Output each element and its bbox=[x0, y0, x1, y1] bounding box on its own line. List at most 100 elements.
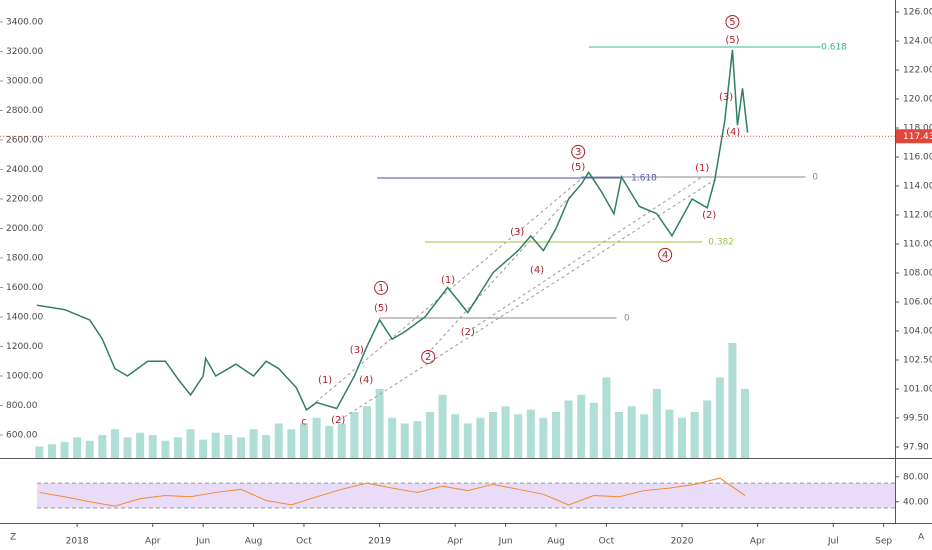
y-tick-label: 600.00 bbox=[6, 430, 38, 440]
x-tick-label: Jul bbox=[827, 537, 839, 547]
y2-tick-label: 116.00 bbox=[903, 153, 932, 163]
y-tick-label: 2000.00 bbox=[6, 224, 43, 234]
wave-circle bbox=[374, 280, 389, 295]
volume-bar bbox=[98, 435, 107, 458]
volume-bar bbox=[476, 417, 485, 458]
x-tick-label: Apr bbox=[145, 537, 161, 547]
volume-bar bbox=[589, 402, 598, 458]
volume-bar bbox=[325, 425, 334, 458]
y2-tick-label: 122.00 bbox=[903, 66, 932, 76]
volume-bar bbox=[602, 377, 611, 458]
wave-label: (2) bbox=[702, 210, 716, 221]
y2-tick-label: 101.00 bbox=[903, 385, 932, 395]
y2-tick-label: 110.00 bbox=[903, 240, 932, 250]
volume-bar bbox=[287, 429, 296, 458]
channel-line bbox=[467, 176, 703, 333]
wave-circle bbox=[725, 14, 740, 29]
y-tick-label: 3000.00 bbox=[6, 76, 43, 86]
volume-bar bbox=[577, 394, 586, 458]
y-tick-label: 1000.00 bbox=[6, 371, 43, 381]
volume-bar bbox=[362, 406, 371, 458]
y-tick-label: 800.00 bbox=[6, 401, 38, 411]
volume-bar bbox=[186, 429, 195, 458]
fib-label: 0 bbox=[624, 314, 630, 324]
x-tick-label: 2018 bbox=[66, 537, 89, 547]
volume-bar bbox=[199, 439, 208, 458]
y2-tick-label: 126.00 bbox=[903, 8, 932, 18]
volume-bar bbox=[47, 444, 56, 458]
volume-bar bbox=[413, 421, 422, 458]
volume-bar bbox=[337, 423, 346, 458]
volume-bar bbox=[148, 435, 157, 458]
channel-line bbox=[338, 179, 716, 421]
y-tick-label: 2200.00 bbox=[6, 194, 43, 204]
wave-label: (1) bbox=[441, 275, 455, 286]
fib-label: 0 bbox=[812, 173, 818, 183]
fib-label: 0.382 bbox=[708, 238, 734, 248]
volume-bar bbox=[350, 412, 359, 458]
wave-label: (4) bbox=[359, 375, 373, 386]
channel-line bbox=[427, 183, 582, 355]
volume-bar bbox=[262, 435, 271, 458]
volume-bar bbox=[463, 423, 472, 458]
y-tick-label: 3200.00 bbox=[6, 47, 43, 57]
y2-tick-label: 112.00 bbox=[903, 211, 932, 221]
volume-bar bbox=[451, 414, 460, 458]
volume-bar bbox=[60, 441, 69, 458]
wave-label: (5) bbox=[725, 35, 739, 46]
wave-label: 1 bbox=[378, 283, 384, 294]
wave-label: (5) bbox=[571, 162, 585, 173]
x-tick-label: 2020 bbox=[671, 537, 694, 547]
x-tick-label: Aug bbox=[547, 537, 565, 547]
volume-bar bbox=[678, 417, 687, 458]
last-price-box bbox=[896, 129, 932, 144]
wave-label: (2) bbox=[461, 327, 475, 338]
rsi-line bbox=[39, 477, 746, 507]
volume-bar bbox=[35, 446, 44, 458]
volume-bar bbox=[425, 412, 434, 458]
rsi-band bbox=[37, 483, 895, 509]
volume-bar bbox=[173, 437, 182, 458]
volume-bar bbox=[110, 429, 119, 458]
wave-label: 5 bbox=[729, 17, 735, 28]
wave-label: (3) bbox=[510, 227, 524, 238]
volume-bar bbox=[627, 406, 636, 458]
toolbar-button[interactable]: Z bbox=[10, 533, 16, 543]
rsi-tick-label: 40.00 bbox=[903, 497, 929, 507]
last-price-label: 117.43 bbox=[903, 132, 932, 142]
volume-bar bbox=[728, 343, 737, 458]
volume-bar bbox=[652, 389, 661, 458]
volume-bar bbox=[514, 414, 523, 458]
volume-bar bbox=[73, 437, 82, 458]
volume-bar bbox=[249, 429, 258, 458]
wave-label: (2) bbox=[331, 415, 345, 426]
volume-bar bbox=[703, 400, 712, 458]
wave-circle bbox=[421, 349, 436, 364]
volume-bar bbox=[665, 409, 674, 458]
y2-tick-label: 106.00 bbox=[903, 298, 932, 308]
y-tick-label: 1400.00 bbox=[6, 312, 43, 322]
volume-bar bbox=[400, 423, 409, 458]
y-tick-label: 3400.00 bbox=[6, 17, 43, 27]
toolbar-button[interactable]: A bbox=[918, 533, 925, 543]
volume-bar bbox=[274, 423, 283, 458]
y2-tick-label: 124.00 bbox=[903, 37, 932, 47]
volume-bar bbox=[615, 412, 624, 458]
volume-bar bbox=[690, 412, 699, 458]
y2-tick-label: 97.90 bbox=[903, 443, 929, 453]
volume-bar bbox=[123, 437, 132, 458]
wave-label: (1) bbox=[318, 375, 332, 386]
price-line bbox=[36, 49, 749, 412]
x-tick-label: Sep bbox=[875, 537, 892, 547]
wave-label: c bbox=[301, 417, 307, 428]
volume-bar bbox=[539, 417, 548, 458]
y2-tick-label: 99.50 bbox=[903, 414, 929, 424]
x-tick-label: Aug bbox=[245, 537, 263, 547]
volume-bar bbox=[161, 440, 170, 458]
wave-circle bbox=[571, 144, 586, 159]
y-tick-label: 1600.00 bbox=[6, 283, 43, 293]
volume-bar bbox=[136, 432, 145, 458]
volume-bar bbox=[741, 389, 750, 458]
